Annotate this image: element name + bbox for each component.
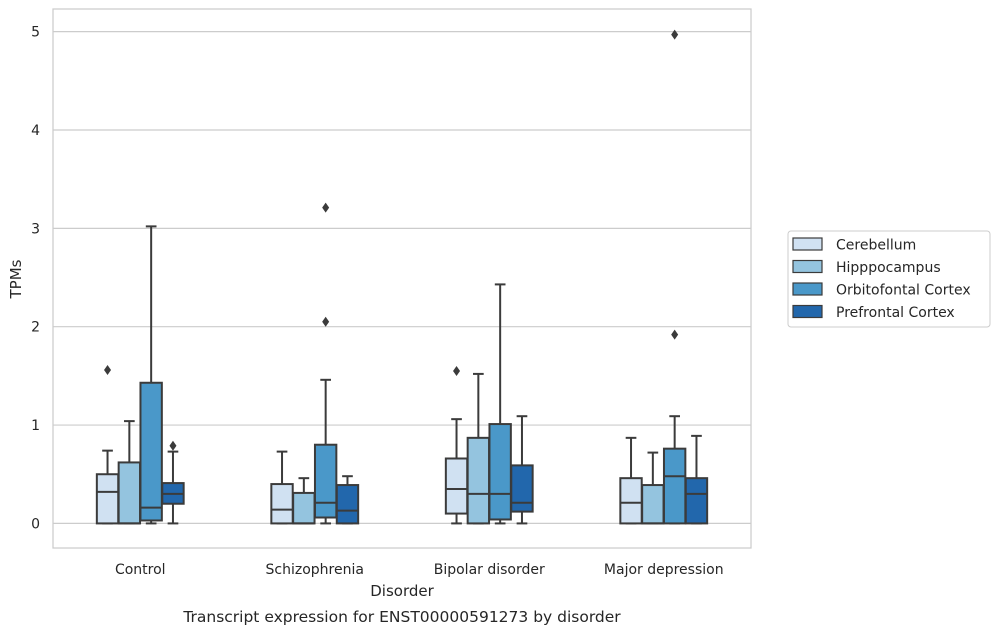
figure-caption: Transcript expression for ENST0000059127… [182, 608, 621, 626]
box-0-0 [95, 364, 120, 525]
y-tick-label-3: 3 [31, 221, 40, 237]
legend-frame [787, 230, 991, 328]
y-axis-title: TPMs [7, 259, 25, 299]
box-body [117, 461, 142, 525]
legend-label-0: Cerebellum [836, 238, 916, 254]
y-tick-label-5: 5 [31, 25, 40, 41]
x-tick-labels: Control Schizophrenia Bipolar disorder Majo… [115, 562, 724, 578]
box-0-2 [139, 225, 163, 525]
outlier-point [671, 329, 679, 340]
legend-label-2: Orbitofontal Cortex [836, 283, 971, 299]
y-tick-label-4: 4 [31, 123, 40, 139]
y-tick-label-0: 0 [31, 516, 40, 532]
x-axis-title: Disorder [370, 582, 434, 600]
box-body [292, 491, 316, 525]
box-1-3 [335, 475, 360, 525]
x-tick-label-3: Major depression [604, 562, 724, 578]
box-body [95, 473, 120, 525]
box-body [488, 423, 512, 521]
box-body [335, 484, 360, 525]
box-0-3 [161, 440, 185, 525]
box-1-2 [313, 202, 338, 525]
y-tick-label-2: 2 [31, 320, 40, 336]
outlier-point [104, 364, 112, 375]
x-tick-label-1: Schizophrenia [266, 562, 364, 578]
box-2-3 [510, 415, 534, 525]
box-body [139, 381, 163, 522]
legend-swatch-1 [792, 259, 823, 274]
box-body [619, 477, 643, 525]
box-body [510, 464, 534, 513]
box-body [313, 443, 338, 519]
legend-label-1: Hipppocampus [836, 260, 941, 276]
legend: Cerebellum Hipppocampus Orbitofontal Corte… [787, 230, 991, 328]
box-2-0 [444, 365, 469, 525]
box-body [641, 484, 665, 525]
box-3-2 [662, 29, 687, 525]
box-marks [95, 29, 709, 525]
x-tick-label-0: Control [115, 562, 166, 578]
outlier-point [169, 440, 177, 451]
outlier-point [453, 365, 461, 376]
outlier-point [322, 316, 330, 327]
outlier-point [322, 202, 330, 213]
legend-swatch-0 [792, 237, 823, 251]
legend-label-3: Prefrontal Cortex [836, 305, 955, 321]
box-body [684, 477, 709, 525]
box-body [662, 447, 687, 525]
box-body [270, 483, 294, 525]
y-tick-label-1: 1 [31, 418, 40, 434]
box-body [466, 436, 491, 525]
legend-swatch-2 [792, 282, 823, 296]
x-tick-label-2: Bipolar disorder [434, 562, 545, 578]
box-3-3 [684, 434, 709, 525]
box-body [444, 457, 469, 515]
outlier-point [671, 29, 679, 40]
plot-frame [52, 8, 752, 549]
legend-swatch-3 [792, 304, 823, 319]
box-3-1 [641, 451, 665, 525]
y-tick-labels: 0 1 2 3 4 5 [31, 25, 40, 533]
